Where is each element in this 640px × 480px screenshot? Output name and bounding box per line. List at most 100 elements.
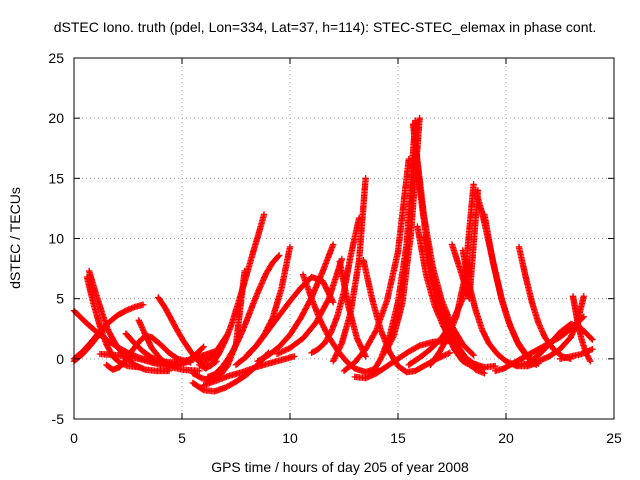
- data-point: [412, 117, 419, 124]
- data-point: [387, 338, 394, 345]
- data-point: [330, 299, 337, 306]
- y-tick-label: -5: [52, 411, 65, 427]
- data-point: [362, 353, 369, 360]
- data-point: [586, 356, 593, 363]
- data-arc: [330, 175, 369, 365]
- data-points: [70, 114, 596, 395]
- data-point: [362, 175, 369, 182]
- data-point: [356, 340, 363, 348]
- data-point: [325, 296, 332, 304]
- y-tick-label: 5: [56, 291, 64, 307]
- data-arc: [254, 241, 337, 365]
- y-axis-label: dSTEC / TECUs: [7, 187, 23, 289]
- data-point: [337, 342, 344, 350]
- data-point: [300, 309, 307, 316]
- data-point: [286, 243, 294, 251]
- data-point: [199, 344, 206, 352]
- data-point: [241, 267, 248, 275]
- data-point: [136, 318, 143, 325]
- data-point: [589, 346, 596, 353]
- data-point: [278, 348, 285, 356]
- chart-title: dSTEC Iono. truth (pdel, Lon=334, Lat=37…: [54, 19, 597, 35]
- data-point: [135, 364, 142, 371]
- data-point: [469, 350, 476, 358]
- data-point: [258, 280, 265, 287]
- data-point: [450, 320, 457, 328]
- data-point: [322, 328, 330, 335]
- data-point: [537, 323, 544, 331]
- data-point: [470, 181, 477, 188]
- data-point: [481, 370, 488, 377]
- data-point: [382, 348, 389, 355]
- data-point: [276, 252, 283, 259]
- data-point: [568, 332, 575, 339]
- data-point: [282, 346, 289, 354]
- x-tick-label: 5: [178, 430, 186, 446]
- data-point: [317, 318, 325, 325]
- y-tick-label: 20: [48, 110, 64, 126]
- data-arc: [556, 346, 596, 362]
- data-point: [196, 367, 203, 375]
- data-point: [589, 336, 596, 343]
- data-arc: [273, 255, 346, 358]
- data-point: [584, 353, 592, 361]
- data-point: [446, 349, 454, 357]
- data-arc: [515, 243, 574, 363]
- data-point: [470, 352, 477, 359]
- y-tick-label: 25: [48, 50, 64, 66]
- data-point: [538, 326, 545, 334]
- data-point: [331, 355, 338, 362]
- data-point: [275, 350, 282, 357]
- data-point: [507, 324, 515, 331]
- data-arc: [535, 293, 587, 365]
- data-point: [416, 114, 423, 122]
- data-point: [165, 367, 173, 375]
- data-point: [443, 351, 451, 358]
- data-arc: [340, 155, 412, 375]
- data-point: [137, 321, 144, 328]
- data-point: [533, 361, 540, 369]
- data-point: [384, 345, 391, 352]
- data-point: [372, 328, 379, 335]
- data-point: [386, 341, 393, 348]
- data-point: [535, 321, 543, 328]
- y-tick-label: 10: [48, 231, 64, 247]
- data-point: [334, 349, 341, 357]
- data-point: [330, 241, 337, 248]
- data-point: [275, 253, 282, 260]
- data-point: [291, 353, 298, 360]
- x-tick-label: 25: [606, 430, 622, 446]
- data-point: [386, 339, 394, 347]
- data-point: [321, 325, 328, 332]
- data-point: [333, 351, 340, 358]
- data-point: [580, 293, 587, 300]
- data-point: [139, 301, 147, 308]
- data-point: [389, 334, 397, 341]
- data-arc: [189, 267, 248, 384]
- data-point: [200, 343, 207, 350]
- data-point: [443, 335, 451, 342]
- data-point: [569, 329, 576, 336]
- data-point: [260, 211, 268, 218]
- data-point: [587, 358, 594, 365]
- data-arc: [96, 350, 203, 375]
- data-point: [318, 319, 325, 327]
- data-point: [319, 321, 326, 328]
- x-tick-label: 15: [390, 430, 406, 446]
- x-tick-label: 20: [498, 430, 514, 446]
- x-tick-label: 10: [282, 430, 298, 446]
- data-point: [440, 352, 448, 359]
- data-point: [585, 355, 592, 362]
- data-point: [332, 353, 339, 361]
- data-point: [446, 328, 454, 335]
- x-axis-label: GPS time / hours of day 205 of year 2008: [211, 459, 469, 475]
- y-tick-label: 0: [56, 351, 64, 367]
- data-point: [322, 327, 329, 334]
- data-point: [336, 344, 343, 351]
- data-point: [357, 343, 365, 350]
- y-tick-label: 15: [48, 170, 64, 186]
- data-arc: [200, 353, 298, 389]
- data-point: [383, 346, 390, 354]
